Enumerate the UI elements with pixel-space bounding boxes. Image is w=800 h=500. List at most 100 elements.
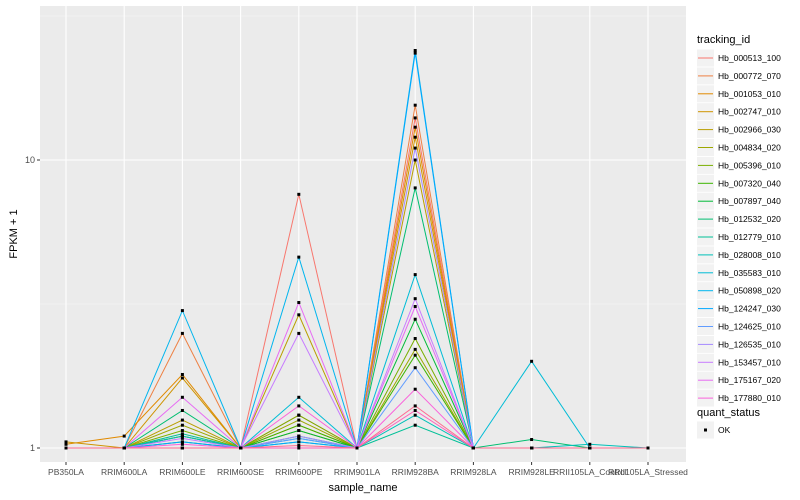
data-point	[180, 432, 184, 436]
data-point	[530, 359, 534, 363]
shape-legend-symbol	[704, 428, 707, 432]
data-point	[64, 440, 68, 444]
data-point	[180, 418, 184, 422]
x-tick-label: RRIM928LA	[450, 467, 497, 477]
y-tick-label: 1	[30, 443, 35, 453]
legend-label: Hb_050898_020	[718, 286, 781, 296]
data-point	[297, 331, 301, 335]
data-point	[180, 440, 184, 444]
series-points	[64, 48, 650, 450]
data-point	[297, 313, 301, 317]
data-point	[413, 297, 417, 301]
data-point	[588, 446, 592, 450]
data-point	[297, 434, 301, 438]
data-point	[297, 301, 301, 305]
x-tick-label: RRIM901LA	[334, 467, 381, 477]
data-point	[413, 146, 417, 150]
data-point	[180, 429, 184, 433]
legend-label: Hb_007320_040	[718, 178, 781, 188]
data-point	[64, 446, 68, 450]
y-axis-ticks: 1 10	[25, 155, 40, 453]
data-point	[413, 387, 417, 391]
data-point	[413, 51, 417, 55]
x-axis-label: sample_name	[328, 482, 397, 494]
x-tick-label: RRII105LA_Control	[553, 467, 627, 477]
data-point	[530, 438, 534, 442]
data-point	[297, 413, 301, 417]
y-tick-label: 10	[25, 155, 35, 165]
data-point	[413, 353, 417, 357]
data-point	[413, 273, 417, 277]
data-point	[180, 423, 184, 427]
data-point	[180, 372, 184, 376]
data-point	[413, 347, 417, 351]
legend-label: Hb_175167_020	[718, 375, 781, 385]
x-tick-label: RRIM928BA	[392, 467, 440, 477]
data-point	[413, 336, 417, 340]
legend-label: Hb_000513_100	[718, 53, 781, 63]
data-point	[297, 436, 301, 440]
data-point	[471, 446, 475, 450]
legend-label: Hb_004834_020	[718, 143, 781, 153]
data-point	[180, 331, 184, 335]
x-axis-ticks: PB350LA RRIM600LA RRIM600LE RRIM600SE RRIM60…	[48, 462, 688, 477]
data-point	[180, 395, 184, 399]
data-point	[180, 408, 184, 412]
data-point	[413, 103, 417, 107]
legend-label: Hb_177880_010	[718, 393, 781, 403]
data-point	[122, 434, 126, 438]
shape-legend-title: quant_status	[697, 407, 760, 419]
legend-label: Hb_005396_010	[718, 160, 781, 170]
data-point	[122, 446, 126, 450]
data-point	[297, 446, 301, 450]
legend: Hb_000513_100 Hb_000772_070 Hb_001053_010 H…	[697, 49, 781, 407]
data-point	[180, 376, 184, 380]
legend-label: Hb_007897_040	[718, 196, 781, 206]
data-point	[413, 404, 417, 408]
legend-label: Hb_002747_010	[718, 107, 781, 117]
x-tick-label: PB350LA	[48, 467, 84, 477]
legend-label: Hb_002966_030	[718, 125, 781, 135]
x-tick-label: RRIM600SE	[217, 467, 265, 477]
x-tick-label: RRII105LA_Stressed	[608, 467, 688, 477]
data-point	[413, 413, 417, 417]
major-gridlines	[40, 6, 686, 462]
data-point	[297, 404, 301, 408]
data-point	[180, 442, 184, 446]
data-point	[180, 434, 184, 438]
data-point	[239, 446, 243, 450]
data-point	[413, 423, 417, 427]
x-tick-label: RRIM600PE	[275, 467, 323, 477]
legend-label: Hb_028008_010	[718, 250, 781, 260]
data-point	[180, 436, 184, 440]
legend-title: tracking_id	[697, 34, 750, 46]
data-point	[297, 440, 301, 444]
minor-gridlines	[40, 15, 686, 305]
data-point	[413, 116, 417, 120]
legend-label: Hb_124625_010	[718, 322, 781, 332]
data-point	[413, 186, 417, 190]
legend-label: Hb_153457_010	[718, 357, 781, 367]
data-point	[413, 158, 417, 162]
legend-label: Hb_126535_010	[718, 339, 781, 349]
data-point	[530, 446, 534, 450]
x-tick-label: RRIM928LE	[508, 467, 555, 477]
data-point	[297, 395, 301, 399]
data-point	[413, 408, 417, 412]
data-point	[413, 366, 417, 370]
shape-legend-label: OK	[718, 425, 731, 435]
legend-label: Hb_012532_020	[718, 214, 781, 224]
legend-label: Hb_012779_010	[718, 232, 781, 242]
legend-label: Hb_124247_030	[718, 304, 781, 314]
data-point	[413, 135, 417, 139]
data-point	[297, 418, 301, 422]
y-axis-label: FPKM + 1	[8, 209, 20, 258]
data-point	[413, 304, 417, 308]
legend-label: Hb_001053_010	[718, 89, 781, 99]
data-point	[297, 255, 301, 259]
x-tick-label: RRIM600LE	[159, 467, 206, 477]
data-point	[413, 317, 417, 321]
x-tick-label: RRIM600LA	[101, 467, 148, 477]
data-point	[297, 444, 301, 448]
